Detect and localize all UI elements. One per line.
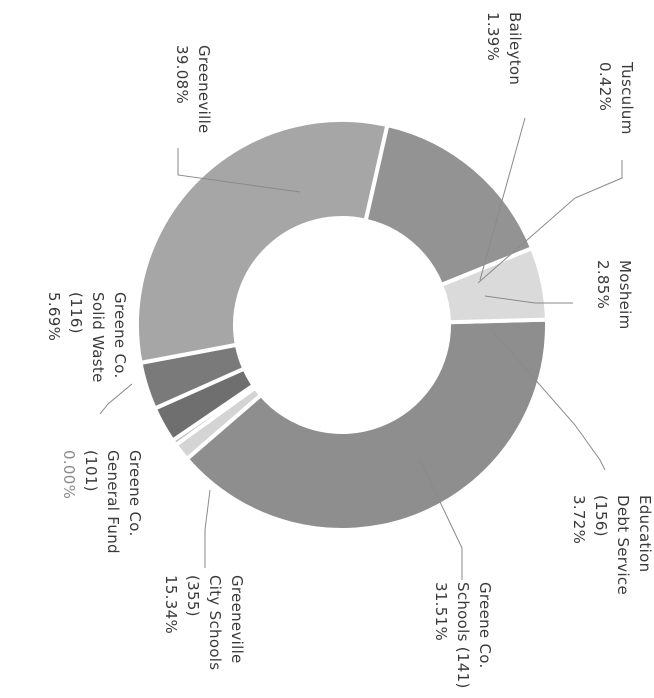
label-greene-schools-l2: Schools (141)	[454, 582, 472, 689]
label-mosheim-pct: 2.85%	[594, 260, 612, 309]
leader-baileyton	[479, 117, 526, 281]
label-greene-schools: Greene Co. Schools (141) 31.51%	[432, 582, 494, 689]
label-greene-schools-l1: Greene Co.	[476, 582, 494, 669]
leader-lines	[99, 117, 623, 580]
label-education-pct: 3.72%	[570, 495, 588, 544]
label-greeneville-pct: 39.08%	[173, 45, 191, 104]
label-tusculum: Tusculum 0.42%	[596, 61, 636, 135]
label-city-schools-l1: Greeneville	[228, 575, 246, 664]
label-baileyton-pct: 1.39%	[484, 12, 502, 61]
label-tusculum-name: Tusculum	[618, 61, 636, 135]
label-mosheim: Mosheim 2.85%	[594, 260, 634, 330]
label-general-fund-l1: Greene Co.	[126, 450, 144, 537]
label-solid-waste: Greene Co. Solid Waste (116) 5.69%	[45, 292, 129, 383]
label-education-l3: (156)	[592, 495, 610, 537]
label-general-fund-pct: 0.00%	[60, 450, 78, 499]
label-greene-schools-pct: 31.51%	[432, 582, 450, 641]
label-city-schools-l3: (355)	[184, 575, 202, 617]
donut-hole	[235, 218, 449, 432]
leader-mosheim	[484, 295, 573, 304]
label-general-fund: Greene Co. General Fund (101) 0.00%	[60, 450, 144, 554]
label-solid-waste-pct: 5.69%	[45, 292, 63, 341]
label-city-schools: Greeneville City Schools (355) 15.34%	[162, 575, 246, 670]
leader-education	[489, 327, 606, 471]
label-education-l2: Debt Service	[614, 495, 632, 595]
label-baileyton-name: Baileyton	[506, 12, 524, 85]
label-mosheim-name: Mosheim	[616, 260, 634, 330]
label-solid-waste-l3: (116)	[67, 292, 85, 334]
leader-city-schools	[204, 489, 211, 568]
label-city-schools-pct: 15.34%	[162, 575, 180, 634]
label-general-fund-l2: General Fund	[104, 450, 122, 554]
label-tusculum-pct: 0.42%	[596, 62, 614, 111]
leader-greene-schools	[419, 459, 463, 580]
label-education-l1: Education	[636, 495, 654, 572]
label-general-fund-l3: (101)	[82, 450, 100, 492]
label-greeneville-name: Greeneville	[195, 45, 213, 134]
label-solid-waste-l2: Solid Waste	[89, 292, 107, 383]
label-solid-waste-l1: Greene Co.	[111, 292, 129, 379]
leader-greeneville	[177, 148, 301, 193]
label-city-schools-l2: City Schools	[206, 575, 224, 670]
label-baileyton: Baileyton 1.39%	[484, 12, 524, 85]
label-greeneville: Greeneville 39.08%	[173, 45, 213, 134]
leader-tusculum	[477, 160, 623, 284]
label-education: Education Debt Service (156) 3.72%	[570, 495, 654, 595]
leader-general-fund	[99, 383, 133, 415]
